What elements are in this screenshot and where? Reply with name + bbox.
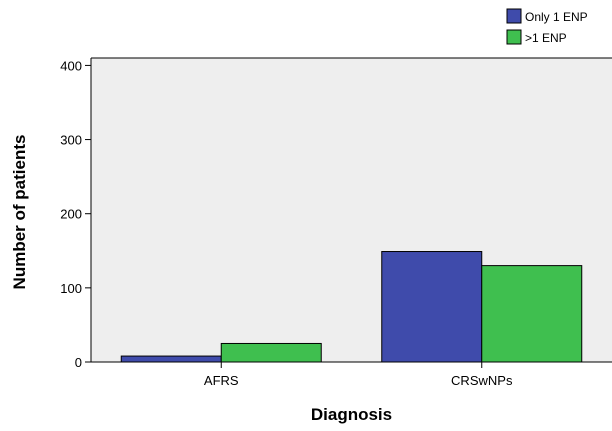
- legend-label-series-2: >1 ENP: [525, 31, 567, 45]
- x-axis-title: Diagnosis: [311, 405, 392, 424]
- legend-swatch-series-1: [506, 8, 522, 24]
- bars-layer: [120, 251, 583, 363]
- bar-crswnps-series-2: [481, 265, 583, 363]
- x-tick-label: AFRS: [204, 373, 239, 388]
- y-tick-label: 400: [60, 58, 82, 73]
- y-tick-label: 300: [60, 133, 82, 148]
- x-tick-label: CRSwNPs: [451, 373, 513, 388]
- bar-afrs-series-1: [120, 355, 222, 363]
- bar-afrs-series-2: [220, 342, 322, 363]
- y-axis-title: Number of patients: [10, 135, 29, 290]
- legend: Only 1 ENP >1 ENP: [506, 8, 588, 45]
- bar-crswnps-series-1: [381, 251, 483, 363]
- legend-label-series-1: Only 1 ENP: [525, 10, 588, 24]
- y-tick-label: 100: [60, 281, 82, 296]
- y-tick-label: 200: [60, 207, 82, 222]
- y-tick-label: 0: [75, 355, 82, 370]
- axes-layer: 0 100 200 300 400 AFRS CRSwNPs: [60, 57, 612, 388]
- legend-swatch-series-2: [506, 29, 522, 45]
